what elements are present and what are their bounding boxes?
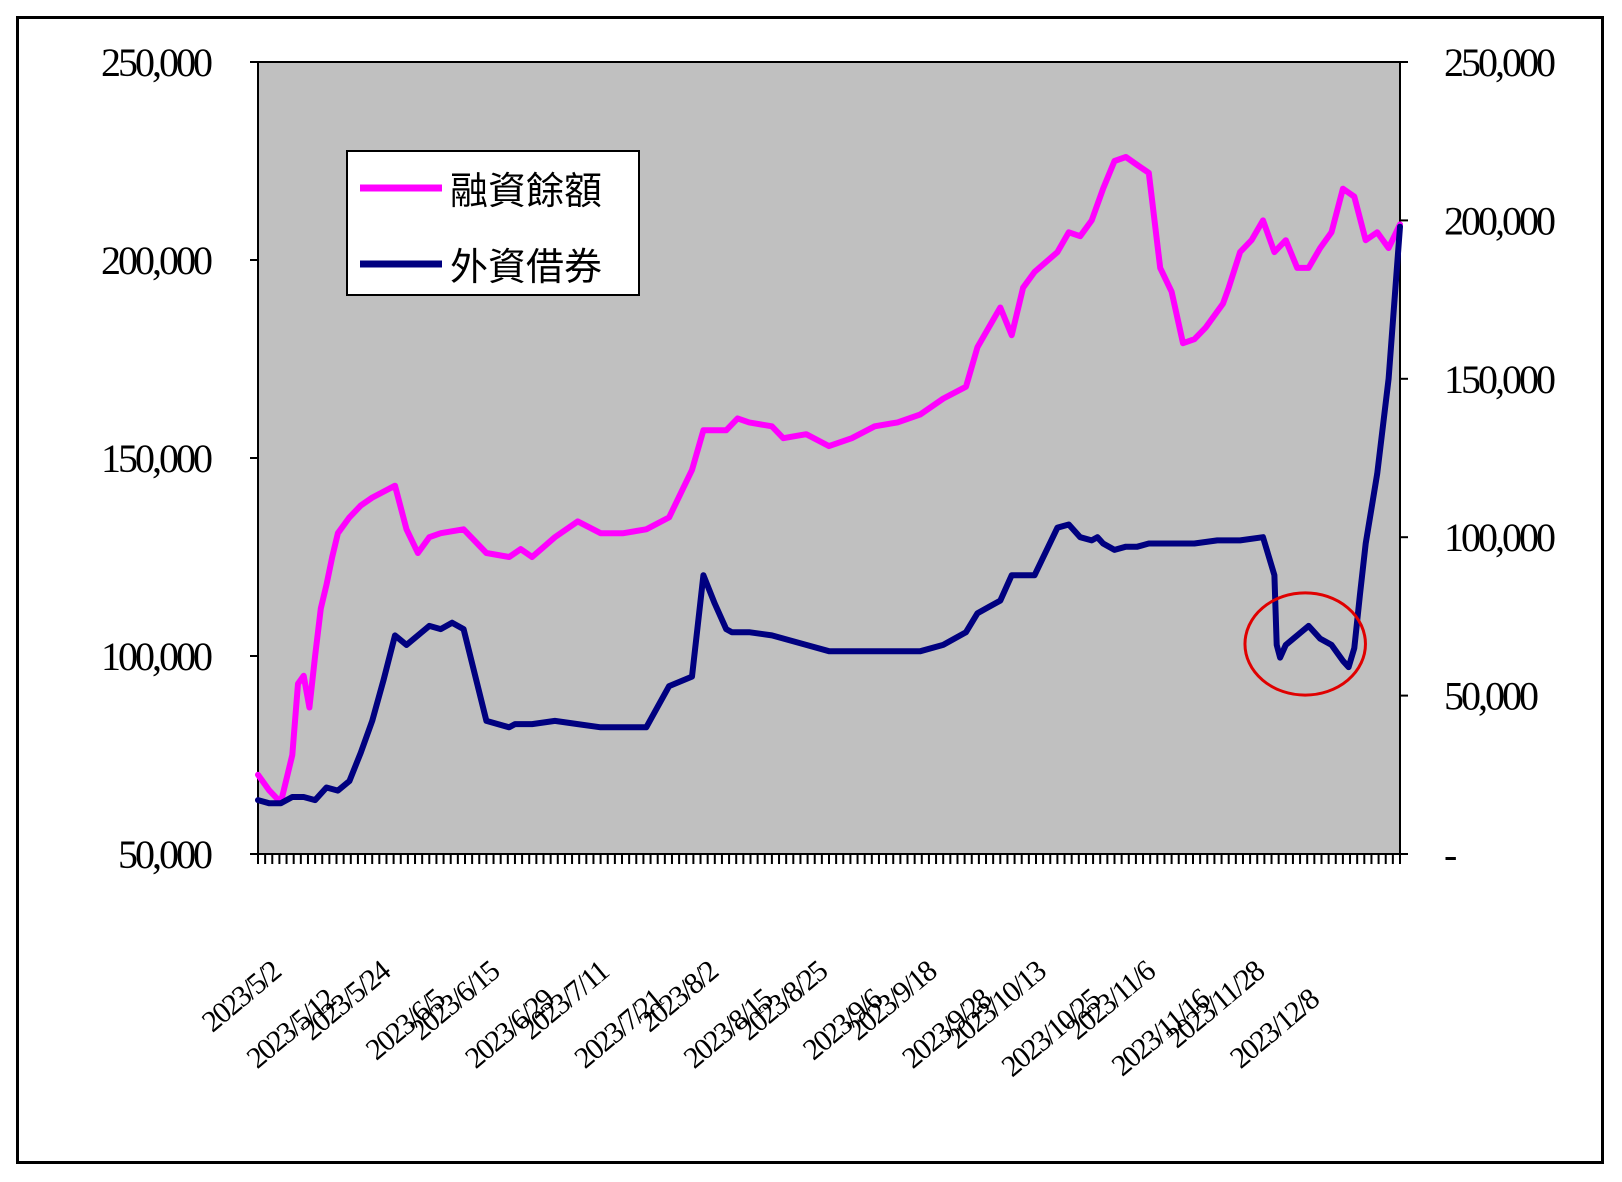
legend-label-foreign-securities-lending: 外資借券 — [450, 245, 602, 289]
y-right-tick-label: 150,000 — [1444, 357, 1555, 402]
y-right-tick-label: 100,000 — [1444, 515, 1555, 560]
annotation-circle — [1243, 591, 1367, 697]
y-axis-right: - 50,000 100,000 150,000 200,000 250,000 — [1400, 40, 1558, 877]
y-left-tick-label: 50,000 — [118, 832, 212, 877]
y-left-tick-label: 250,000 — [101, 40, 212, 85]
chart-frame — [16, 16, 1604, 1164]
y-axis-left: 50,000 100,000 150,000 200,000 250,000 — [101, 40, 258, 877]
y-left-tick-label: 150,000 — [101, 436, 212, 481]
x-axis-labels: 2023/5/22023/5/122023/5/242023/6/52023/6… — [196, 954, 1325, 1084]
y-left-tick-label: 100,000 — [101, 634, 212, 679]
y-right-tick-label: 250,000 — [1444, 40, 1555, 85]
y-right-tick-label: 50,000 — [1444, 674, 1538, 719]
x-axis-ticks — [257, 854, 1401, 864]
series-line-margin-balance — [255, 154, 1403, 806]
y-right-tick-label: 200,000 — [1444, 198, 1555, 243]
series-layer — [255, 154, 1403, 807]
legend: 融資餘額 外資借券 — [346, 150, 640, 296]
y-left-tick-label: 200,000 — [101, 238, 212, 283]
legend-box — [346, 150, 640, 296]
legend-label-margin-balance: 融資餘額 — [450, 169, 602, 213]
y-right-tick-label: - — [1444, 832, 1456, 877]
series-line-foreign-securities-lending — [255, 223, 1403, 807]
